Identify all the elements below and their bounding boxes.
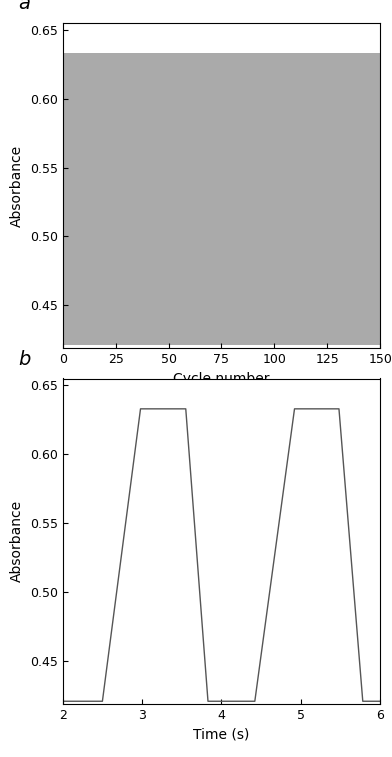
Text: b: b [18, 350, 31, 369]
X-axis label: Cycle number: Cycle number [173, 372, 270, 385]
X-axis label: Time (s): Time (s) [193, 727, 250, 741]
Polygon shape [63, 53, 380, 345]
Y-axis label: Absorbance: Absorbance [10, 145, 24, 226]
Y-axis label: Absorbance: Absorbance [10, 500, 24, 582]
Text: a: a [18, 0, 30, 13]
